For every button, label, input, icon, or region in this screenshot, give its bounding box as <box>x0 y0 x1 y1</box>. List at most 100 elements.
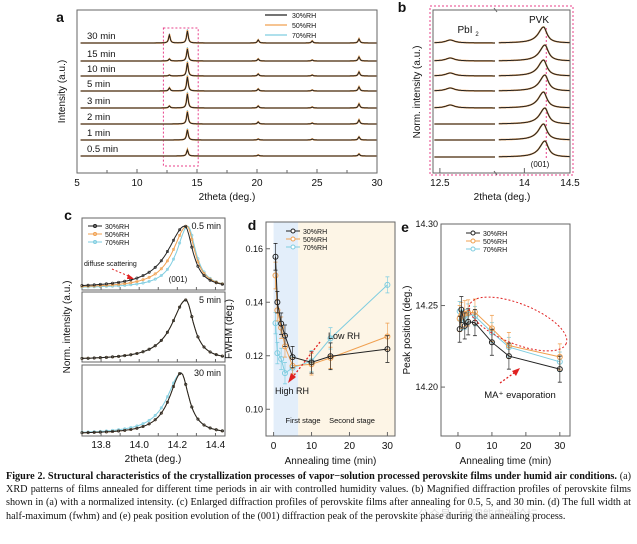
panel-c-0-marker-0 <box>123 279 127 283</box>
xrd-trace-5-series-0 <box>80 111 377 125</box>
xrd-trace-5-series-2 <box>80 110 377 125</box>
panel-c-2-marker-0 <box>165 400 169 404</box>
panel-d-legend-marker-2 <box>290 244 296 250</box>
panel-c-001-label: (001) <box>169 275 188 284</box>
panel-d-legend-label-1: 50%RH <box>303 237 327 244</box>
panel-c-1-marker-0 <box>153 344 157 348</box>
second-stage-label: Second stage <box>329 416 375 425</box>
panel-c-0-marker-0 <box>202 274 206 278</box>
panel-label-a: a <box>56 9 64 25</box>
panel-label-b: b <box>398 0 407 15</box>
panel-c-1-marker-0 <box>135 351 139 355</box>
trace-label-6: 1 min <box>87 128 110 139</box>
panel-c-0-marker-0 <box>153 265 157 269</box>
panel-c-2-marker-0 <box>129 427 133 431</box>
panel-e-legend-marker-2 <box>470 246 476 252</box>
panel-d-point-2 <box>327 335 334 342</box>
panel-c-2-marker-0 <box>190 405 194 409</box>
panel-e-xtick-label: 20 <box>520 441 532 452</box>
panel-c-0-marker-2 <box>123 283 127 287</box>
pvk-trace-4-series-1 <box>498 91 570 109</box>
panel-c-1-marker-0 <box>147 347 151 351</box>
panel-c-1-marker-0 <box>159 338 163 342</box>
pvk-trace-1-series-0 <box>498 44 570 62</box>
panel-c-0-series-1 <box>81 225 224 287</box>
panel-e-frame <box>440 223 571 437</box>
panel-c-2-marker-0 <box>172 385 176 389</box>
axis-break-bottom <box>493 170 498 176</box>
panel-c-legend-marker-2 <box>93 240 97 244</box>
panel-d-ytick-label: 0.16 <box>245 244 263 254</box>
panel-d-xtick-label: 30 <box>382 441 394 452</box>
panel-c-2-marker-2 <box>147 418 151 422</box>
panel-c-legend-marker-0 <box>93 224 97 228</box>
panel-c-1-marker-0 <box>208 350 212 354</box>
panel-e-ylabel: Peak position (deg.) <box>402 286 413 375</box>
panel-b-xtick-label: 14.5 <box>560 178 580 189</box>
panel-c-0-marker-0 <box>178 228 182 232</box>
ma-evaporation-label: MA⁺ evaporation <box>484 390 556 401</box>
panel-c-0-marker-1 <box>141 278 145 282</box>
first-stage-label: First stage <box>285 416 320 425</box>
panel-c-2-marker-0 <box>208 426 212 430</box>
panel-c-0-marker-0 <box>196 264 200 268</box>
panel-d-point-0 <box>272 253 279 260</box>
pvk-trace-2-series-0 <box>498 59 570 77</box>
pvk-trace-3-series-2 <box>498 74 570 92</box>
panel-d-legend-marker-0 <box>290 228 296 234</box>
panel-d-series-line-0 <box>275 256 388 363</box>
panel-c-0-marker-2 <box>165 267 169 271</box>
panel-c-1-series-1 <box>82 299 224 359</box>
panel-c-2-marker-0 <box>196 417 200 421</box>
pvk-trace-7-series-1 <box>498 140 570 158</box>
figure-caption: Figure 2. Structural characteristics of … <box>6 470 631 523</box>
panel-c-0-marker-0 <box>98 282 102 286</box>
panel-e-ytick-label: 14.20 <box>415 382 438 392</box>
panel-a-xtick-label: 30 <box>371 178 383 189</box>
panel-c-1-marker-0 <box>190 315 194 319</box>
panel-a-xtick-label: 20 <box>251 178 263 189</box>
panel-c-0-marker-1 <box>117 282 121 286</box>
panel-c-1-series-2 <box>82 299 224 359</box>
panel-c-subframe-0 <box>81 217 226 291</box>
xrd-trace-2-series-2 <box>80 60 377 77</box>
trace-label-7: 0.5 min <box>87 144 118 155</box>
xrd-trace-1-series-2 <box>80 47 377 62</box>
first-stage-region <box>273 222 299 436</box>
panel-e-point-0 <box>488 339 495 346</box>
trace-label-0: 30 min <box>87 31 116 42</box>
panel-c-0-marker-0 <box>92 283 96 287</box>
panel-c-xtick-label: 14.2 <box>168 440 188 451</box>
pvk-trace-1-series-1 <box>498 44 570 62</box>
pvk-trace-6-series-2 <box>498 123 570 141</box>
panel-c-2-marker-0 <box>214 428 218 432</box>
panel-e-legend-marker-1 <box>470 238 476 244</box>
panel-d-point-2 <box>274 350 281 357</box>
panel-b-frame <box>432 9 571 174</box>
panel-c-2-series-2 <box>82 372 224 433</box>
panel-c-0-marker-2 <box>153 277 157 281</box>
panel-c-2-marker-0 <box>80 431 84 435</box>
panel-c-2-series-0 <box>81 372 224 434</box>
trace-label-2: 10 min <box>87 64 116 75</box>
panel-c-0-marker-0 <box>214 281 218 285</box>
pbi2-trace-3-series-0 <box>434 87 495 92</box>
panel-c-1-marker-0 <box>172 319 176 323</box>
low-rh-label: Low RH <box>328 331 360 341</box>
panel-b-xtick-label: 14 <box>519 178 531 189</box>
pvk-trace-3-series-0 <box>498 74 570 92</box>
evaporation-arrowhead <box>512 368 520 376</box>
trace-label-4: 3 min <box>87 96 110 107</box>
panel-d-xlabel: Annealing time (min) <box>285 456 377 467</box>
panel-c-1-marker-0 <box>123 354 127 358</box>
panel-c-0-marker-0 <box>184 224 188 228</box>
panel-c-1-marker-0 <box>165 330 169 334</box>
panel-c-1-marker-0 <box>214 353 218 357</box>
panel-c-2-marker-0 <box>141 424 145 428</box>
panel-c-ylabel: Norm. intensity (a.u.) <box>62 281 73 374</box>
panel-c-0-marker-2 <box>141 281 145 285</box>
panel-c-2-marker-2 <box>153 413 157 417</box>
panel-c-subframe-1 <box>81 291 226 363</box>
panel-c-0-marker-0 <box>104 282 108 286</box>
panel-a-highlight-box <box>162 27 199 167</box>
